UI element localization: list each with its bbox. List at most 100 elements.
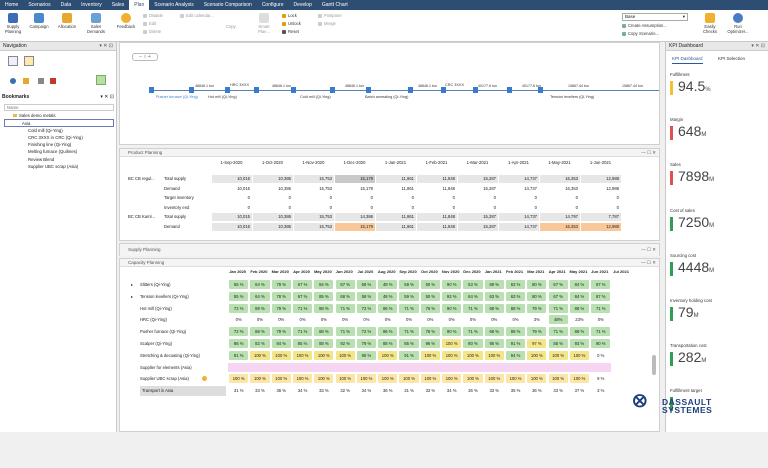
- capacity-cell[interactable]: 79 %: [271, 303, 291, 313]
- row-label[interactable]: Tension levellers (Qi-Ying): [140, 293, 189, 299]
- capacity-cell[interactable]: 31 %: [229, 386, 249, 396]
- table-cell[interactable]: 11,861: [376, 222, 417, 231]
- menu-item[interactable]: Data: [60, 2, 72, 8]
- capacity-cell[interactable]: 3 %: [591, 386, 611, 396]
- home-icon[interactable]: [8, 56, 18, 66]
- capacity-cell[interactable]: 100 %: [548, 350, 568, 360]
- capacity-cell[interactable]: [272, 363, 291, 372]
- capacity-cell[interactable]: [336, 363, 355, 372]
- table-cell[interactable]: 10,386: [253, 213, 294, 221]
- table-cell[interactable]: 7,787: [581, 213, 622, 221]
- capacity-cell[interactable]: 0 %: [591, 350, 611, 360]
- panel-controls-icon[interactable]: ▾ ✕ ⊡: [100, 94, 114, 100]
- capacity-cell[interactable]: 84 %: [271, 339, 291, 348]
- capacity-cell[interactable]: 100 %: [250, 350, 270, 360]
- capacity-cell[interactable]: 79 %: [271, 327, 291, 337]
- tab-kpi-selection[interactable]: KPI Selection: [718, 56, 746, 61]
- table-cell[interactable]: 0: [294, 194, 335, 202]
- vertical-scrollbar[interactable]: [652, 355, 656, 375]
- panel-controls-icon[interactable]: ▾ ✕ ⊡: [751, 43, 765, 49]
- capacity-cell[interactable]: 72 %: [356, 327, 377, 337]
- capacity-cell[interactable]: 33 %: [420, 386, 440, 396]
- capacity-cell[interactable]: [549, 363, 568, 372]
- capacity-cell[interactable]: 72 %: [356, 303, 377, 313]
- capacity-cell[interactable]: 33 %: [250, 386, 270, 396]
- menu-item[interactable]: Scenarios: [28, 2, 51, 8]
- table-cell[interactable]: 10,015: [212, 213, 253, 221]
- capacity-cell[interactable]: 100 %: [292, 350, 313, 360]
- capacity-cell[interactable]: 69 %: [484, 280, 504, 289]
- bookmark-item[interactable]: Review Blend: [28, 156, 55, 162]
- capacity-cell[interactable]: 63 %: [463, 280, 483, 289]
- table-cell[interactable]: 14,737: [499, 184, 540, 193]
- tab-kpi-dashboard[interactable]: KPI Dashboard: [672, 56, 703, 64]
- capacity-cell[interactable]: 71 %: [591, 303, 611, 313]
- capacity-cell[interactable]: [463, 363, 482, 372]
- capacity-cell[interactable]: 0%: [399, 315, 419, 325]
- create-assumption-button[interactable]: Create Assumption...: [622, 23, 667, 29]
- capacity-cell[interactable]: 86 %: [378, 303, 398, 313]
- supply-planning-button[interactable]: Supply Planning: [1, 11, 25, 34]
- capacity-cell[interactable]: 86 %: [378, 327, 398, 337]
- table-cell[interactable]: 0: [253, 203, 294, 212]
- capacity-cell[interactable]: 100 %: [378, 374, 398, 384]
- capacity-cell[interactable]: 36 %: [271, 386, 291, 396]
- capacity-cell[interactable]: 71 %: [292, 327, 313, 337]
- capacity-cell[interactable]: 88 %: [250, 327, 270, 337]
- capacity-cell[interactable]: 33 %: [484, 386, 504, 396]
- table-cell[interactable]: 10,015: [212, 184, 253, 193]
- capacity-cell[interactable]: [378, 363, 397, 372]
- capacity-cell[interactable]: 36 %: [527, 386, 547, 396]
- capacity-cell[interactable]: 48 %: [378, 291, 398, 301]
- timeline-node-marker[interactable]: [291, 87, 296, 93]
- feedback-button[interactable]: Feedback: [114, 11, 138, 29]
- table-cell[interactable]: 0: [253, 194, 294, 202]
- capacity-cell[interactable]: 34 %: [356, 386, 377, 396]
- bookmark-item[interactable]: Supplier UBC scrap (Asia): [28, 164, 79, 170]
- table-cell[interactable]: 0: [376, 194, 417, 202]
- capacity-cell[interactable]: 50 %: [420, 280, 440, 289]
- table-cell[interactable]: 0: [417, 203, 458, 212]
- capacity-cell[interactable]: 78 %: [271, 291, 291, 301]
- capacity-cell[interactable]: 31 %: [399, 386, 419, 396]
- capacity-cell[interactable]: 0%: [335, 315, 355, 325]
- capacity-cell[interactable]: 88 %: [250, 303, 270, 313]
- zoom-controls[interactable]: − ○ +: [132, 53, 158, 61]
- capacity-cell[interactable]: 72 %: [229, 303, 249, 313]
- capacity-cell[interactable]: 67 %: [292, 291, 313, 301]
- edit-calendar-button[interactable]: Edit calendar...: [180, 13, 214, 19]
- table-cell[interactable]: 15,753: [294, 213, 335, 221]
- warehouse-icon[interactable]: [24, 56, 34, 66]
- menu-item[interactable]: Plan: [129, 0, 150, 10]
- kpi-card[interactable]: Fulfillment 94.5%: [670, 72, 762, 152]
- kpi-card[interactable]: Margin 648M: [670, 117, 762, 197]
- capacity-cell[interactable]: 100 %: [399, 374, 419, 384]
- table-cell[interactable]: 10,386: [253, 222, 294, 231]
- menu-item[interactable]: Develop: [293, 2, 312, 8]
- capacity-cell[interactable]: 100 %: [484, 350, 504, 360]
- smart-plan-button[interactable]: Smart Plan...: [252, 11, 276, 34]
- capacity-cell[interactable]: 58 %: [356, 280, 377, 289]
- capacity-cell[interactable]: 67 %: [591, 291, 611, 301]
- capacity-cell[interactable]: 32 %: [335, 386, 355, 396]
- table-cell[interactable]: 0: [376, 203, 417, 212]
- capacity-cell[interactable]: 48%: [548, 315, 568, 325]
- copy-scenario-button[interactable]: Copy Scenario...: [622, 31, 659, 37]
- capacity-cell[interactable]: 90 %: [442, 280, 462, 289]
- table-cell[interactable]: 16,353: [540, 184, 581, 193]
- table-cell[interactable]: 12,988: [581, 175, 622, 183]
- expand-arrow-icon[interactable]: ▸: [131, 293, 134, 299]
- capacity-cell[interactable]: 100 %: [442, 339, 462, 348]
- capacity-cell[interactable]: 100 %: [292, 374, 313, 384]
- table-cell[interactable]: 0: [540, 194, 581, 202]
- postpone-button[interactable]: Postpone: [318, 13, 342, 19]
- capacity-cell[interactable]: 71 %: [463, 303, 483, 313]
- capacity-cell[interactable]: 94 %: [505, 350, 526, 360]
- capacity-cell[interactable]: 82 %: [250, 339, 270, 348]
- capacity-cell[interactable]: 100 %: [463, 350, 483, 360]
- bookmark-item[interactable]: Cold mill (Qi-Ying): [28, 127, 63, 133]
- table-cell[interactable]: 16,353: [540, 222, 581, 231]
- capacity-cell[interactable]: 76 %: [420, 303, 440, 313]
- run-optimizer-button[interactable]: Run Optimizer...: [726, 11, 750, 34]
- capacity-cell[interactable]: 85 %: [399, 339, 419, 348]
